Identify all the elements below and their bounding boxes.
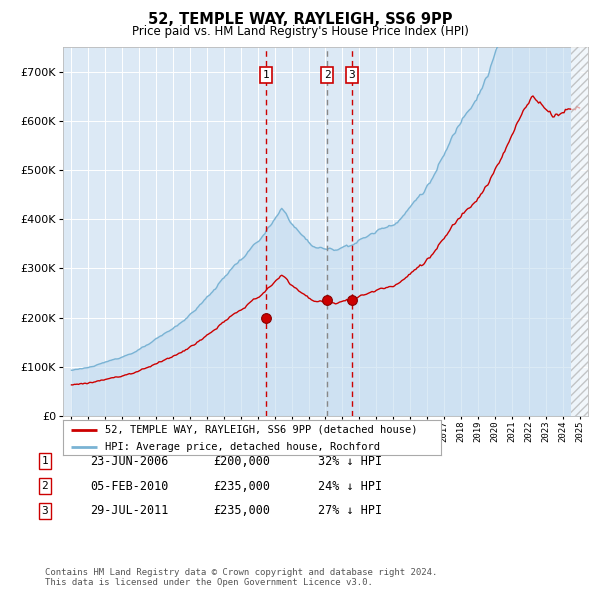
- Text: 1: 1: [41, 457, 49, 466]
- Text: £235,000: £235,000: [213, 504, 270, 517]
- Text: HPI: Average price, detached house, Rochford: HPI: Average price, detached house, Roch…: [104, 442, 380, 451]
- Text: 3: 3: [349, 70, 355, 80]
- Text: 52, TEMPLE WAY, RAYLEIGH, SS6 9PP: 52, TEMPLE WAY, RAYLEIGH, SS6 9PP: [148, 12, 452, 27]
- Text: Contains HM Land Registry data © Crown copyright and database right 2024.
This d: Contains HM Land Registry data © Crown c…: [45, 568, 437, 587]
- Text: £200,000: £200,000: [213, 455, 270, 468]
- Text: Price paid vs. HM Land Registry's House Price Index (HPI): Price paid vs. HM Land Registry's House …: [131, 25, 469, 38]
- Text: £235,000: £235,000: [213, 480, 270, 493]
- Text: 29-JUL-2011: 29-JUL-2011: [90, 504, 169, 517]
- Text: 23-JUN-2006: 23-JUN-2006: [90, 455, 169, 468]
- Text: 27% ↓ HPI: 27% ↓ HPI: [318, 504, 382, 517]
- Text: 1: 1: [262, 70, 269, 80]
- Text: 3: 3: [41, 506, 49, 516]
- Text: 32% ↓ HPI: 32% ↓ HPI: [318, 455, 382, 468]
- Polygon shape: [571, 47, 588, 416]
- Text: 52, TEMPLE WAY, RAYLEIGH, SS6 9PP (detached house): 52, TEMPLE WAY, RAYLEIGH, SS6 9PP (detac…: [104, 425, 417, 435]
- Text: 2: 2: [41, 481, 49, 491]
- Text: 24% ↓ HPI: 24% ↓ HPI: [318, 480, 382, 493]
- Text: 2: 2: [323, 70, 331, 80]
- Text: 05-FEB-2010: 05-FEB-2010: [90, 480, 169, 493]
